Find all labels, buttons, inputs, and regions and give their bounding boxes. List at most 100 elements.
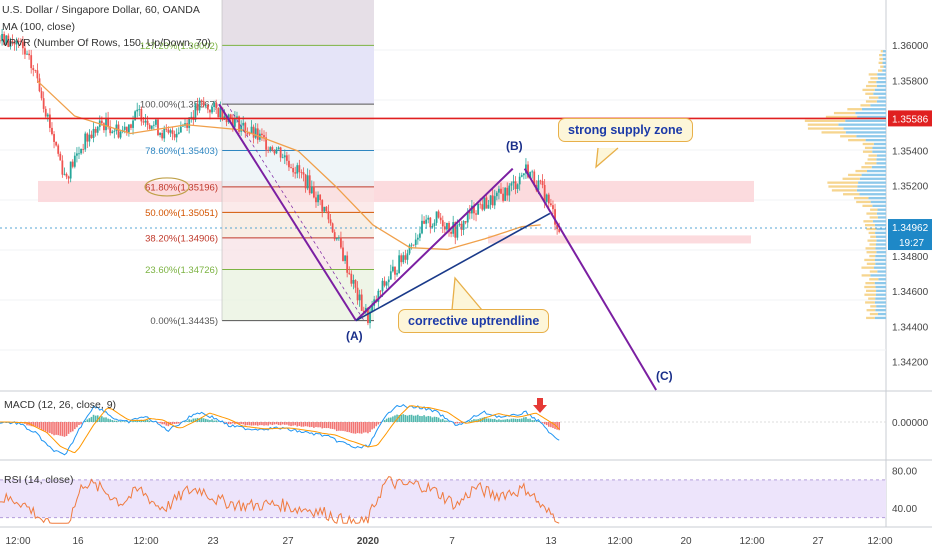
macd-histogram-bar [186,421,188,422]
ma-indicator-title[interactable]: MA (100, close) [2,21,75,33]
candle-body [40,91,43,99]
macd-histogram-bar [229,422,232,425]
candle-body [396,273,398,275]
volume-profile-bar-down [877,69,883,72]
rsi-title[interactable]: RSI (14, close) [4,474,74,486]
volume-profile-bar-up [872,146,886,150]
macd-histogram-bar [202,418,205,422]
candle-body [78,153,80,155]
volume-profile-bar-down [880,50,883,53]
candle-body [196,104,199,111]
candle-body [329,219,332,224]
vpvr-indicator-title[interactable]: VPVR (Number Of Rows, 150, Up/Down, 70) [2,37,211,49]
candle-body [34,70,37,71]
macd-histogram-bar [518,418,521,422]
macd-histogram-bar [92,414,95,422]
macd-histogram-bar [200,417,203,422]
candle-body [398,255,401,274]
candle-body [24,48,26,55]
volume-profile-bar-down [879,57,883,61]
candle-body [26,53,28,55]
macd-histogram-bar [184,421,186,422]
volume-profile-bar-down [867,158,877,161]
macd-histogram-bar [113,420,116,422]
candle-body [231,118,234,127]
macd-histogram-bar [98,416,101,422]
volume-profile-bar-up [876,212,886,215]
macd-histogram-bar [86,419,89,422]
volume-profile-bar-up [883,65,886,68]
macd-histogram-bar [327,422,330,429]
candle-body [340,237,342,248]
candle-body [167,129,170,133]
macd-histogram-bar [292,422,294,426]
macd-histogram-bar [47,422,49,433]
candle-body [419,233,421,238]
candle-body [446,222,448,230]
macd-histogram-bar [171,422,174,424]
macd-histogram-bar [215,420,217,422]
volume-profile-bar-down [840,135,857,138]
macd-histogram-bar [435,416,438,422]
macd-histogram-bar [556,422,558,430]
candle-body [539,180,542,182]
macd-histogram-bar [552,422,554,429]
uptrend-callout-pointer [451,276,483,311]
volume-profile-bar-up [843,127,886,130]
volume-profile-bar-up [877,77,886,80]
volume-profile-bar-up [861,108,886,111]
volume-profile-bar-down [865,92,874,95]
price-tick-label: 1.34400 [892,322,929,333]
volume-profile-bar-up [866,169,886,173]
volume-profile-bar-up [859,177,886,180]
candle-body [514,181,517,189]
macd-histogram-bar [394,415,396,422]
uptrendline-callout: corrective uptrendline [398,309,550,333]
macd-histogram-bar [269,422,272,425]
candle-body [327,211,330,220]
macd-histogram-bar [96,415,99,422]
volume-profile-bar-down [865,301,875,304]
macd-histogram-bar [286,422,288,425]
time-tick-label: 27 [282,536,294,547]
macd-histogram-bar [136,420,139,422]
macd-histogram-bar [254,422,257,426]
time-tick-label: 13 [545,536,557,547]
macd-histogram-bar [271,422,274,426]
candle-body [300,172,303,174]
candle-body [140,109,143,122]
macd-histogram-bar [42,422,45,431]
macd-histogram-bar [514,418,517,422]
time-tick-label: 23 [207,536,219,547]
candle-body [498,188,500,193]
macd-histogram-bar [244,422,247,426]
candle-body [381,280,384,292]
candle-body [487,204,490,209]
macd-histogram-bar [148,420,151,422]
volume-profile-bar-down [865,100,877,103]
macd-histogram-bar [94,415,97,422]
macd-histogram-bar [313,422,315,428]
candle-body [402,255,405,263]
macd-title[interactable]: MACD (12, 26, close, 9) [4,399,117,411]
volume-profile-bar-down [866,251,877,254]
macd-histogram-bar [485,418,488,422]
candle-body [173,134,176,138]
price-tick-label: 1.34200 [892,357,929,368]
candle-body [317,194,319,203]
fib-zone [222,104,374,151]
volume-profile-bar-up [859,193,886,196]
volume-profile-bar-down [869,254,876,258]
macd-histogram-bar [211,419,213,422]
candle-body [244,122,247,134]
fib-zone [222,186,374,213]
candle-body [217,108,220,118]
resistance-price-tag [888,110,932,127]
volume-profile-bar-up [845,131,886,134]
macd-histogram-bar [419,415,421,422]
volume-profile-bar-up [875,247,886,250]
macd-histogram-bar [475,419,477,422]
candle-body [346,255,349,273]
macd-histogram-bar [130,421,132,422]
